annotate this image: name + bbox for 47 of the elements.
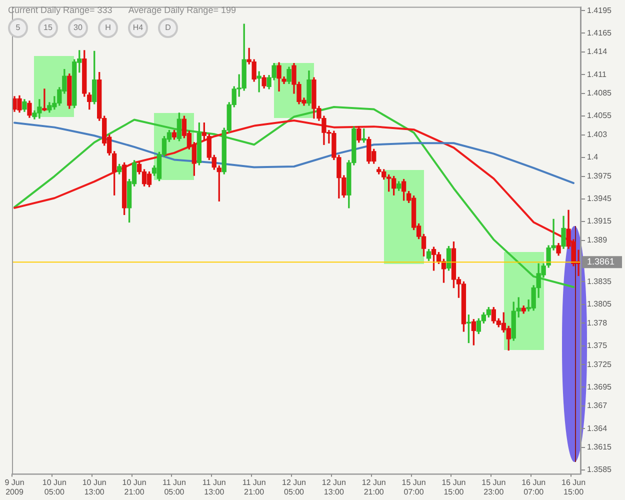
y-tick-label: 1.411 (587, 70, 607, 79)
x-tick-label: 15 Jun 07:00 (402, 478, 426, 496)
x-tick-label: 11 Jun 13:00 (202, 478, 226, 496)
y-tick-label: 1.364 (587, 424, 608, 433)
x-tick-label: 11 Jun 05:00 (162, 478, 186, 496)
annotation: 30 (68, 18, 88, 38)
x-tick-label: 10 Jun 05:00 (42, 478, 66, 496)
y-tick-label: 1.3945 (587, 194, 612, 204)
x-tick-label: 10 Jun 13:00 (82, 478, 106, 496)
y-tick-label: 1.389 (587, 236, 608, 245)
x-tick-label: 12 Jun 05:00 (282, 478, 306, 496)
y-tick-label: 1.3615 (587, 442, 612, 452)
y-tick-label: 1.4165 (587, 28, 612, 38)
y-tick-label: 1.3975 (587, 171, 612, 180)
y-tick-label: 1.3835 (587, 276, 612, 286)
y-tick-label: 1.367 (587, 401, 608, 410)
annotation: H4 (128, 18, 148, 38)
x-tick-label: 12 Jun 13:00 (322, 478, 346, 496)
annotation: H (98, 18, 118, 38)
y-tick-label: 1.3695 (587, 382, 612, 392)
y-tick-label: 1.4055 (587, 111, 612, 120)
candlestick (42, 88, 47, 112)
y-tick-label: 1.378 (587, 318, 608, 328)
y-tick-label: 1.3915 (587, 216, 612, 226)
x-tick-label: 15 Jun 15:00 (442, 478, 466, 496)
ref-line-label: 1.3861 (587, 256, 615, 267)
x-tick-label: 10 Jun 21:00 (122, 478, 146, 496)
y-tick-label: 1.4 (587, 152, 599, 162)
annotation: Average Daily Range= 199 (128, 5, 236, 15)
y-tick-label: 1.3725 (587, 360, 612, 369)
x-tick-label: 16 Jun 15:00 (562, 478, 586, 496)
annotation: D (158, 18, 178, 38)
candlestick (256, 71, 262, 92)
y-tick-label: 1.375 (587, 340, 608, 350)
x-tick-label: 11 Jun 21:00 (242, 478, 266, 496)
x-tick-label: 12 Jun 21:00 (362, 478, 386, 496)
y-tick-label: 1.3585 (587, 465, 612, 474)
x-tick-label: 16 Jun 07:00 (522, 478, 546, 496)
y-tick-label: 1.4195 (587, 6, 612, 15)
y-tick-label: 1.414 (587, 47, 608, 56)
y-tick-label: 1.3805 (587, 300, 612, 309)
x-tick-label: 15 Jun 23:00 (482, 478, 506, 496)
y-tick-label: 1.403 (587, 130, 608, 140)
y-tick-label: 1.4085 (587, 88, 612, 98)
annotation: 15 (38, 18, 58, 38)
annotation: 5 (8, 18, 28, 38)
x-tick-label: 9 Jun 2009 (4, 478, 24, 496)
